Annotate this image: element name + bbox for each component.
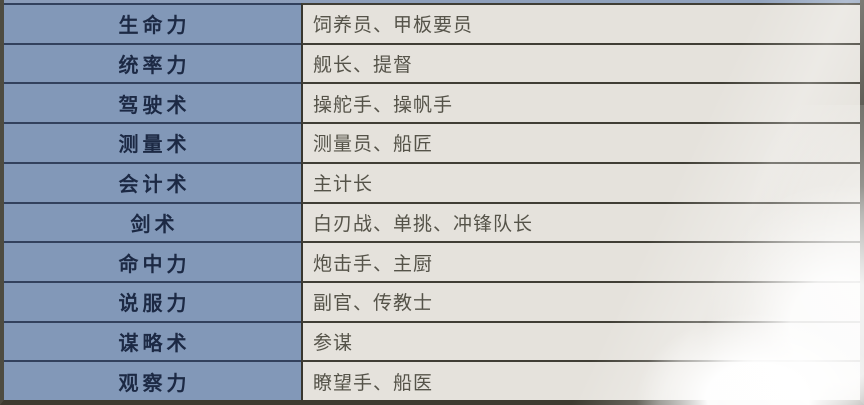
table-row: 驾驶术 操舵手、操帆手 <box>4 82 860 123</box>
table-body: 生命力 饲养员、甲板要员 统率力 舰长、提督 驾驶术 操舵手、操帆手 测量术 测… <box>4 3 860 401</box>
skill-cell: 命中力 <box>4 241 301 281</box>
table-row: 观察力 瞭望手、船医 <box>4 360 860 401</box>
roles-cell: 测量员、船匠 <box>301 122 860 162</box>
table-row: 生命力 饲养员、甲板要员 <box>4 3 860 43</box>
roles-cell: 炮击手、主厨 <box>301 241 860 281</box>
skill-cell: 观察力 <box>4 360 301 401</box>
skill-cell: 剑术 <box>4 201 301 242</box>
skill-cell: 生命力 <box>4 3 301 43</box>
table-row: 统率力 舰长、提督 <box>4 42 860 83</box>
roles-cell: 副官、传教士 <box>301 280 860 321</box>
table-row: 测量术 测量员、船匠 <box>4 122 860 162</box>
roles-cell: 瞭望手、船医 <box>301 360 860 401</box>
roles-cell: 参谋 <box>301 320 860 361</box>
roles-cell: 饲养员、甲板要员 <box>301 3 860 43</box>
table-top-edge <box>4 0 860 3</box>
table-row: 说服力 副官、传教士 <box>4 280 860 321</box>
table-row: 谋略术 参谋 <box>4 320 860 361</box>
skill-cell: 驾驶术 <box>4 82 301 123</box>
skill-cell: 统率力 <box>4 42 301 83</box>
table-row: 命中力 炮击手、主厨 <box>4 241 860 281</box>
roles-cell: 主计长 <box>301 161 860 202</box>
skill-cell: 测量术 <box>4 122 301 162</box>
skill-cell: 说服力 <box>4 280 301 321</box>
roles-cell: 白刃战、单挑、冲锋队长 <box>301 201 860 242</box>
table-row: 会计术 主计长 <box>4 161 860 202</box>
table-row: 剑术 白刃战、单挑、冲锋队长 <box>4 201 860 242</box>
skill-cell: 谋略术 <box>4 320 301 361</box>
roles-cell: 舰长、提督 <box>301 42 860 83</box>
roles-cell: 操舵手、操帆手 <box>301 82 860 123</box>
skill-cell: 会计术 <box>4 161 301 202</box>
